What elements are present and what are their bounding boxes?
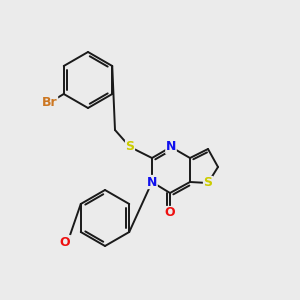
Text: N: N bbox=[147, 176, 157, 188]
Text: Br: Br bbox=[42, 95, 58, 109]
Text: N: N bbox=[166, 140, 176, 154]
Text: S: S bbox=[125, 140, 134, 154]
Text: O: O bbox=[165, 206, 175, 220]
Text: O: O bbox=[60, 236, 70, 248]
Text: S: S bbox=[203, 176, 212, 190]
